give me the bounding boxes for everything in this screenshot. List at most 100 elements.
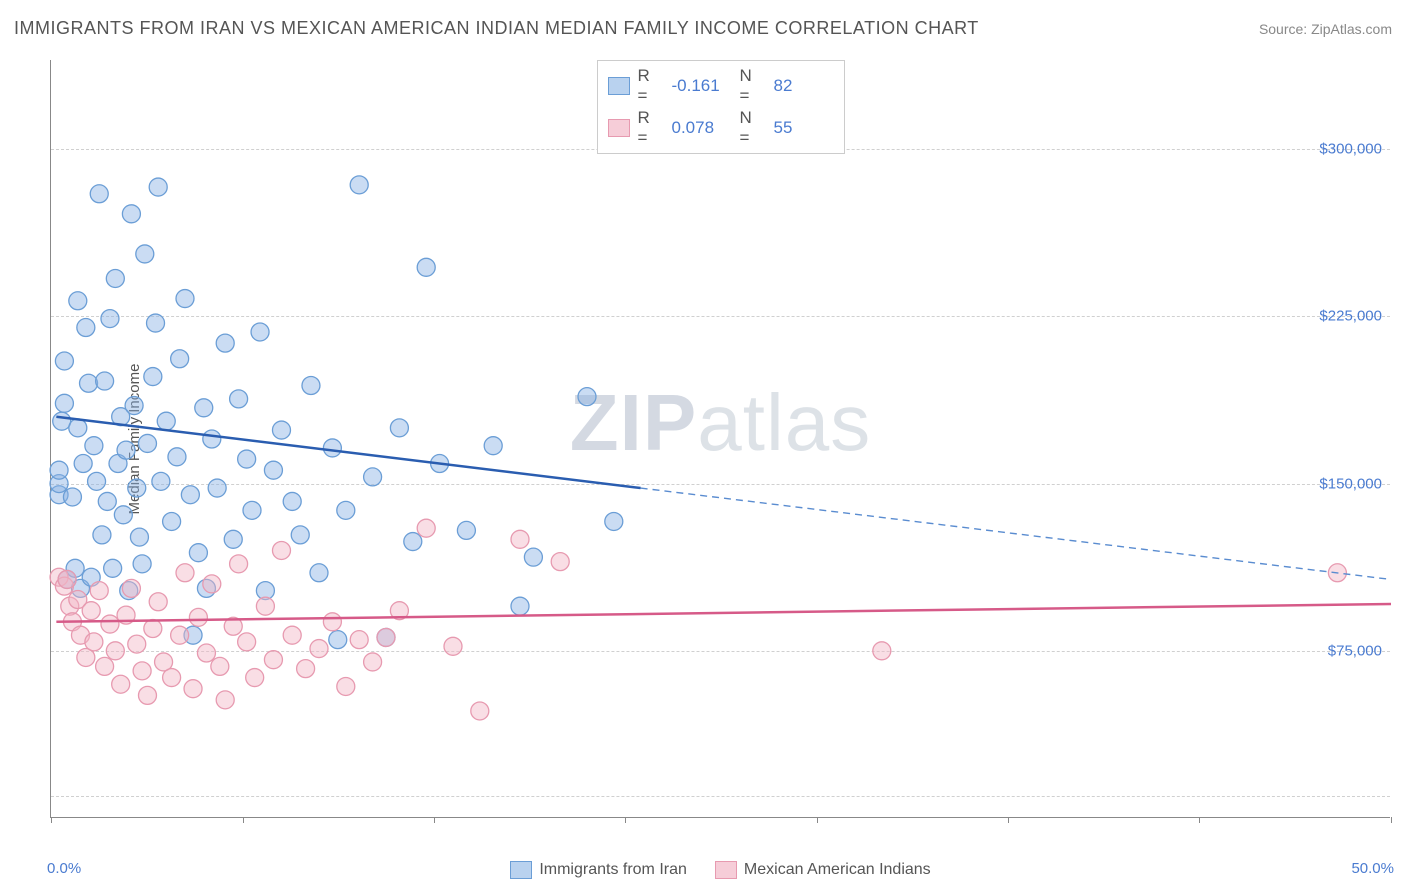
- data-point: [216, 691, 234, 709]
- correlation-legend-row: R =-0.161N =82: [608, 65, 834, 107]
- data-point: [101, 615, 119, 633]
- data-point: [283, 492, 301, 510]
- data-point: [203, 430, 221, 448]
- data-point: [302, 376, 320, 394]
- correlation-legend: R =-0.161N =82R =0.078N =55: [597, 60, 845, 154]
- data-point: [208, 479, 226, 497]
- data-point: [106, 269, 124, 287]
- r-label: R =: [638, 108, 664, 148]
- swatch-icon: [510, 861, 532, 879]
- data-point: [117, 441, 135, 459]
- data-point: [149, 593, 167, 611]
- data-point: [283, 626, 301, 644]
- x-tick: [1008, 817, 1009, 823]
- data-point: [417, 258, 435, 276]
- data-point: [272, 541, 290, 559]
- data-point: [605, 512, 623, 530]
- data-point: [163, 512, 181, 530]
- data-point: [53, 412, 71, 430]
- data-point: [291, 526, 309, 544]
- data-point: [444, 637, 462, 655]
- data-point: [238, 450, 256, 468]
- data-point: [136, 245, 154, 263]
- data-point: [511, 530, 529, 548]
- x-tick: [243, 817, 244, 823]
- source-link[interactable]: ZipAtlas.com: [1311, 21, 1392, 37]
- data-point: [101, 310, 119, 328]
- data-point: [364, 468, 382, 486]
- x-tick: [1391, 817, 1392, 823]
- data-point: [189, 608, 207, 626]
- data-point: [147, 314, 165, 332]
- data-point: [337, 677, 355, 695]
- data-point: [224, 530, 242, 548]
- data-point: [69, 292, 87, 310]
- data-point: [96, 657, 114, 675]
- data-point: [144, 620, 162, 638]
- data-point: [128, 479, 146, 497]
- data-point: [122, 579, 140, 597]
- data-point: [128, 635, 146, 653]
- data-point: [264, 461, 282, 479]
- data-point: [130, 528, 148, 546]
- legend-label: Mexican American Indians: [744, 861, 931, 879]
- data-point: [93, 526, 111, 544]
- legend-item-mexican: Mexican American Indians: [715, 861, 931, 879]
- data-point: [484, 437, 502, 455]
- data-point: [171, 626, 189, 644]
- data-point: [85, 633, 103, 651]
- data-point: [256, 597, 274, 615]
- data-point: [144, 368, 162, 386]
- data-point: [457, 521, 475, 539]
- plot-area: Median Family Income $75,000$150,000$225…: [50, 60, 1390, 818]
- r-value: -0.161: [672, 76, 732, 96]
- n-value: 55: [774, 118, 834, 138]
- source-prefix: Source:: [1259, 21, 1311, 37]
- correlation-legend-row: R =0.078N =55: [608, 107, 834, 149]
- data-point: [524, 548, 542, 566]
- data-point: [82, 602, 100, 620]
- title-bar: IMMIGRANTS FROM IRAN VS MEXICAN AMERICAN…: [14, 18, 1392, 39]
- data-point: [364, 653, 382, 671]
- n-label: N =: [740, 66, 766, 106]
- data-point: [69, 419, 87, 437]
- data-point: [77, 319, 95, 337]
- data-point: [98, 492, 116, 510]
- data-point: [471, 702, 489, 720]
- x-tick: [51, 817, 52, 823]
- data-point: [181, 486, 199, 504]
- data-point: [211, 657, 229, 675]
- data-point: [74, 455, 92, 473]
- data-point: [264, 651, 282, 669]
- legend-item-iran: Immigrants from Iran: [510, 861, 687, 879]
- data-point: [230, 555, 248, 573]
- data-point: [88, 472, 106, 490]
- data-point: [238, 633, 256, 651]
- x-tick: [817, 817, 818, 823]
- data-point: [163, 669, 181, 687]
- data-point: [90, 582, 108, 600]
- data-point: [323, 613, 341, 631]
- data-point: [297, 660, 315, 678]
- data-point: [168, 448, 186, 466]
- data-point: [114, 506, 132, 524]
- data-point: [90, 185, 108, 203]
- data-point: [350, 631, 368, 649]
- data-point: [329, 631, 347, 649]
- swatch-icon: [715, 861, 737, 879]
- data-point: [63, 488, 81, 506]
- data-point: [104, 559, 122, 577]
- data-point: [133, 662, 151, 680]
- data-point: [50, 461, 68, 479]
- x-tick: [434, 817, 435, 823]
- chart-title: IMMIGRANTS FROM IRAN VS MEXICAN AMERICAN…: [14, 18, 979, 39]
- data-point: [138, 434, 156, 452]
- data-point: [310, 640, 328, 658]
- data-point: [272, 421, 290, 439]
- data-point: [390, 419, 408, 437]
- data-point: [184, 680, 202, 698]
- data-point: [404, 533, 422, 551]
- data-point: [251, 323, 269, 341]
- data-point: [112, 675, 130, 693]
- data-point: [106, 642, 124, 660]
